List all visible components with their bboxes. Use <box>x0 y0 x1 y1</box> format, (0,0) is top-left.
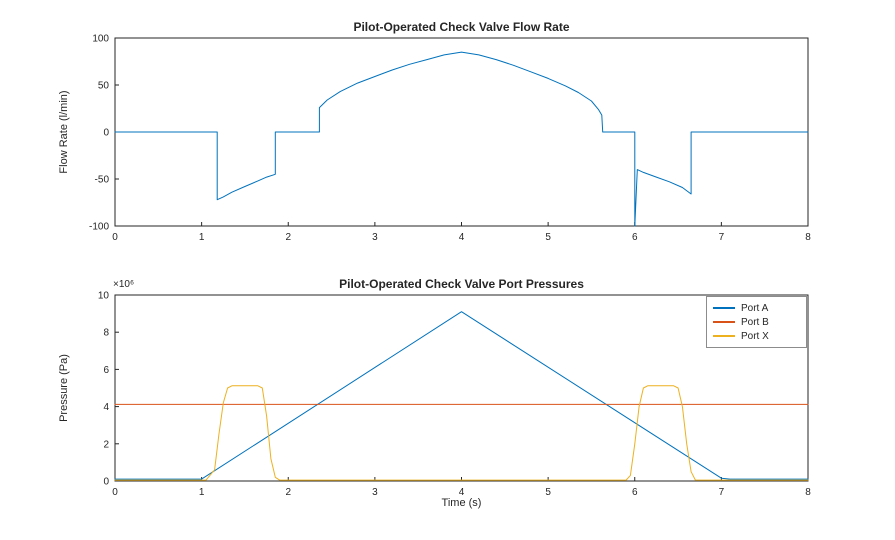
y-tick-label: 4 <box>103 402 109 413</box>
x-tick-label: 0 <box>112 487 118 498</box>
y-tick-label: 50 <box>98 81 110 92</box>
x-tick-label: 2 <box>285 487 291 498</box>
x-tick-label: 7 <box>719 487 725 498</box>
legend-label-port-a: Port A <box>741 302 769 314</box>
x-tick-label: 3 <box>372 232 378 243</box>
x-tick-label: 7 <box>719 232 725 243</box>
pressure-y-axis-label: Pressure (Pa) <box>58 354 70 422</box>
port-b-line-swatch <box>713 321 735 323</box>
legend-item-port-b[interactable]: Port B <box>707 315 806 329</box>
x-tick-label: 4 <box>459 232 465 243</box>
axes-0: 0 1 2 3 4 5 6 7 8 -100 -50 0 50 100 <box>89 34 811 244</box>
legend-item-port-a[interactable]: Port A <box>707 301 806 315</box>
y-tick-label: 2 <box>103 439 109 450</box>
x-tick-label: 4 <box>459 487 465 498</box>
x-tick-label: 2 <box>285 232 291 243</box>
y-tick-label: -100 <box>89 222 109 233</box>
port-x-line-swatch <box>713 335 735 337</box>
x-tick-label: 5 <box>545 232 551 243</box>
x-tick-label: 1 <box>199 487 205 498</box>
x-tick-label: 8 <box>805 232 811 243</box>
y-tick-label: 8 <box>103 328 109 339</box>
y-axis-exponent-label: ×10⁶ <box>113 279 135 290</box>
x-tick-label: 6 <box>632 487 638 498</box>
x-tick-label: 8 <box>805 487 811 498</box>
y-tick-label: 0 <box>103 477 109 488</box>
x-tick-label: 1 <box>199 232 205 243</box>
time-x-axis-label: Time (s) <box>441 497 482 509</box>
pressure-chart-title: Pilot-Operated Check Valve Port Pressure… <box>339 277 584 291</box>
legend-label-port-x: Port X <box>741 330 769 342</box>
axes-box <box>114 294 809 482</box>
series-line-port-a <box>114 311 809 480</box>
axes-1: 0 1 2 3 4 5 6 7 8 0 2 4 6 8 10 <box>98 291 811 499</box>
y-tick-label: 100 <box>92 34 109 45</box>
x-tick-label: 3 <box>372 487 378 498</box>
flow-chart-title: Pilot-Operated Check Valve Flow Rate <box>353 20 570 34</box>
x-tick-label: 6 <box>632 232 638 243</box>
y-tick-label: 0 <box>103 128 109 139</box>
x-tick-label: 0 <box>112 232 118 243</box>
legend-label-port-b: Port B <box>741 316 769 328</box>
y-tick-label: 6 <box>103 365 109 376</box>
series-line-flow-rate <box>114 51 809 227</box>
y-tick-label: -50 <box>95 175 110 186</box>
legend[interactable]: Port A Port B Port X <box>706 296 807 348</box>
legend-item-port-x[interactable]: Port X <box>707 329 806 343</box>
flow-y-axis-label: Flow Rate (l/min) <box>58 90 70 174</box>
x-tick-label: 5 <box>545 487 551 498</box>
series-line-port-x <box>114 385 809 481</box>
y-tick-label: 10 <box>98 291 110 302</box>
port-a-line-swatch <box>713 307 735 309</box>
